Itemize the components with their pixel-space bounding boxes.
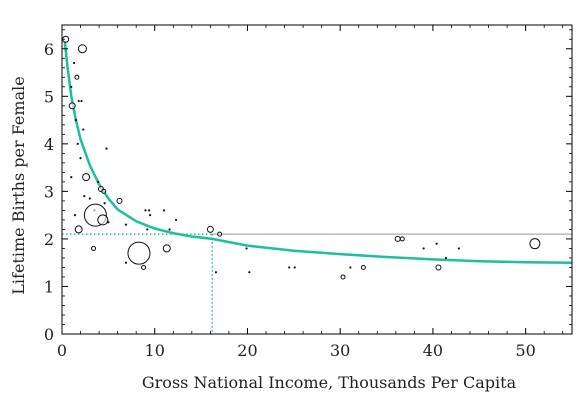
data-point xyxy=(70,176,73,179)
data-point xyxy=(127,241,151,265)
data-point xyxy=(168,228,171,231)
data-point xyxy=(79,157,82,160)
fit-curve xyxy=(63,41,572,264)
data-point xyxy=(77,44,87,54)
x-tick-label: 20 xyxy=(237,341,257,360)
data-point xyxy=(73,214,77,217)
data-point xyxy=(457,247,460,250)
data-point xyxy=(80,99,83,103)
data-point xyxy=(144,209,147,212)
y-tick-label: 1 xyxy=(44,277,54,296)
y-axis-title: Lifetime Births per Female xyxy=(9,76,28,294)
data-point xyxy=(162,209,166,212)
data-point xyxy=(214,271,218,274)
y-tick-label: 3 xyxy=(44,182,54,201)
data-point xyxy=(146,228,149,231)
data-point xyxy=(340,274,346,280)
x-tick-label: 40 xyxy=(423,341,443,360)
data-point xyxy=(162,244,171,253)
x-tick-label: 30 xyxy=(330,341,350,360)
data-point xyxy=(435,242,438,245)
data-point xyxy=(91,245,97,251)
data-point xyxy=(72,61,76,65)
y-tick-label: 0 xyxy=(44,325,54,344)
data-point xyxy=(444,256,447,260)
data-point xyxy=(399,236,405,242)
y-tick-label: 4 xyxy=(44,135,54,154)
data-point xyxy=(148,214,152,217)
data-point xyxy=(349,266,352,269)
data-point xyxy=(206,225,214,233)
data-point xyxy=(83,195,86,198)
x-axis-title: Gross National Income, Thousands Per Cap… xyxy=(142,373,517,392)
plot-frame xyxy=(61,24,573,335)
reference-lines xyxy=(62,233,572,334)
data-point xyxy=(422,247,425,250)
data-point xyxy=(68,102,76,110)
data-point xyxy=(88,197,91,200)
data-point xyxy=(97,180,100,183)
y-tick-label: 2 xyxy=(44,230,54,249)
data-point xyxy=(107,221,110,224)
axes: 0 10 20 30 40 50 0 1 2 3 4 5 6 xyxy=(44,24,573,360)
y-tick-label: 6 xyxy=(44,40,54,59)
data-point xyxy=(529,238,541,250)
data-point xyxy=(76,142,79,145)
data-point xyxy=(74,74,80,80)
data-point xyxy=(124,223,128,226)
data-point xyxy=(394,235,401,242)
data-points xyxy=(62,35,541,280)
data-point xyxy=(245,247,248,250)
data-point xyxy=(77,99,80,103)
data-point xyxy=(103,202,106,205)
data-point xyxy=(148,209,151,212)
x-tick-label: 50 xyxy=(515,341,535,360)
data-point xyxy=(82,128,85,131)
x-tick-label: 0 xyxy=(57,341,67,360)
data-point xyxy=(97,214,109,226)
y-tick-label: 5 xyxy=(44,87,54,106)
fit-curve-layer xyxy=(63,41,572,264)
data-point xyxy=(141,264,147,270)
data-point xyxy=(116,197,123,204)
data-point xyxy=(70,85,73,88)
data-point xyxy=(82,173,91,182)
data-point xyxy=(293,266,296,269)
data-point xyxy=(105,147,108,150)
data-point xyxy=(288,266,291,269)
data-point xyxy=(74,118,78,122)
data-point xyxy=(435,264,442,271)
data-point xyxy=(360,264,366,270)
data-point xyxy=(174,218,178,222)
data-point xyxy=(217,231,223,237)
data-point xyxy=(124,261,128,264)
data-point xyxy=(74,225,83,234)
data-point xyxy=(248,271,251,274)
data-point xyxy=(101,188,107,194)
x-tick-label: 10 xyxy=(145,341,165,360)
